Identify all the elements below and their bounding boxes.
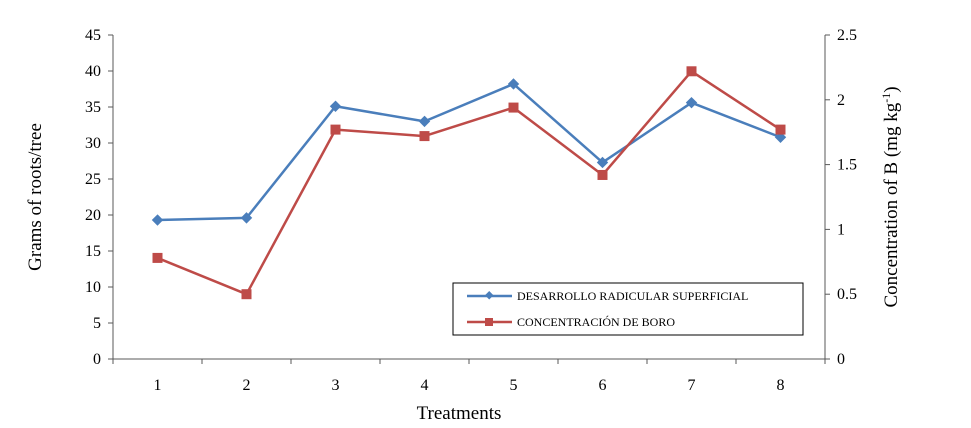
y-tick-label: 25	[85, 171, 101, 188]
y2-axis-title-end: )	[881, 86, 902, 92]
y-tick-label: 10	[85, 279, 101, 296]
legend-label-series-1: DESARROLLO RADICULAR SUPERFICIAL	[517, 289, 748, 303]
y2-tick-label: 0.5	[837, 286, 857, 303]
data-point	[775, 124, 786, 135]
x-tick-label: 3	[332, 377, 340, 394]
data-point	[240, 212, 253, 224]
y2-tick-label: 2.5	[837, 27, 857, 44]
y2-axis-title-sup: -1	[879, 93, 893, 103]
y2-tick-label: 2	[837, 92, 845, 109]
y-tick-label: 20	[85, 207, 101, 224]
data-point	[241, 289, 252, 300]
x-tick-label: 5	[510, 377, 518, 394]
y2-tick-label: 0	[837, 351, 845, 368]
y2-tick-label: 1	[837, 221, 845, 238]
data-point	[419, 131, 430, 142]
data-point	[151, 214, 164, 226]
y-axis-title: Grams of roots/tree	[25, 123, 46, 271]
x-tick-label: 7	[688, 377, 696, 394]
y-tick-label: 35	[85, 99, 101, 116]
legend-box	[452, 282, 804, 336]
y-tick-label: 5	[93, 315, 101, 332]
y-tick-label: 15	[85, 243, 101, 260]
data-point	[508, 102, 519, 113]
data-point	[507, 78, 520, 90]
data-point	[686, 66, 697, 77]
y-tick-label: 0	[93, 351, 101, 368]
y-tick-label: 40	[85, 63, 101, 80]
series-layer	[151, 66, 787, 300]
y2-tick-label: 1.5	[837, 157, 857, 174]
y2-axis-title: Concentration of B (mg kg-1)	[879, 86, 902, 307]
series-line	[157, 82, 781, 222]
legend-marker-series-2	[485, 318, 493, 326]
x-tick-label: 4	[421, 377, 429, 394]
data-point	[685, 96, 698, 109]
data-point	[774, 131, 787, 143]
y2-axis-title-main: Concentration of B (mg kg	[881, 102, 902, 307]
x-tick-label: 1	[154, 377, 162, 394]
data-point	[596, 156, 609, 169]
data-point	[152, 252, 163, 263]
series-line	[157, 70, 782, 296]
data-point	[418, 115, 431, 128]
data-point	[597, 169, 608, 180]
legend-label-series-2: CONCENTRACIÓN DE BORO	[517, 315, 675, 329]
legend: DESARROLLO RADICULAR SUPERFICIAL CONCENT…	[452, 282, 804, 336]
data-point	[330, 124, 341, 135]
series-1	[151, 78, 787, 226]
x-tick-label: 2	[243, 377, 251, 394]
data-point	[329, 100, 342, 112]
x-tick-label: 6	[599, 377, 607, 394]
series-2	[152, 66, 786, 300]
x-axis-title: Treatments	[417, 403, 502, 424]
x-tick-label: 8	[777, 377, 785, 394]
legend-marker-series-1	[484, 291, 494, 300]
y-tick-label: 45	[85, 27, 101, 44]
y-tick-label: 30	[85, 135, 101, 152]
